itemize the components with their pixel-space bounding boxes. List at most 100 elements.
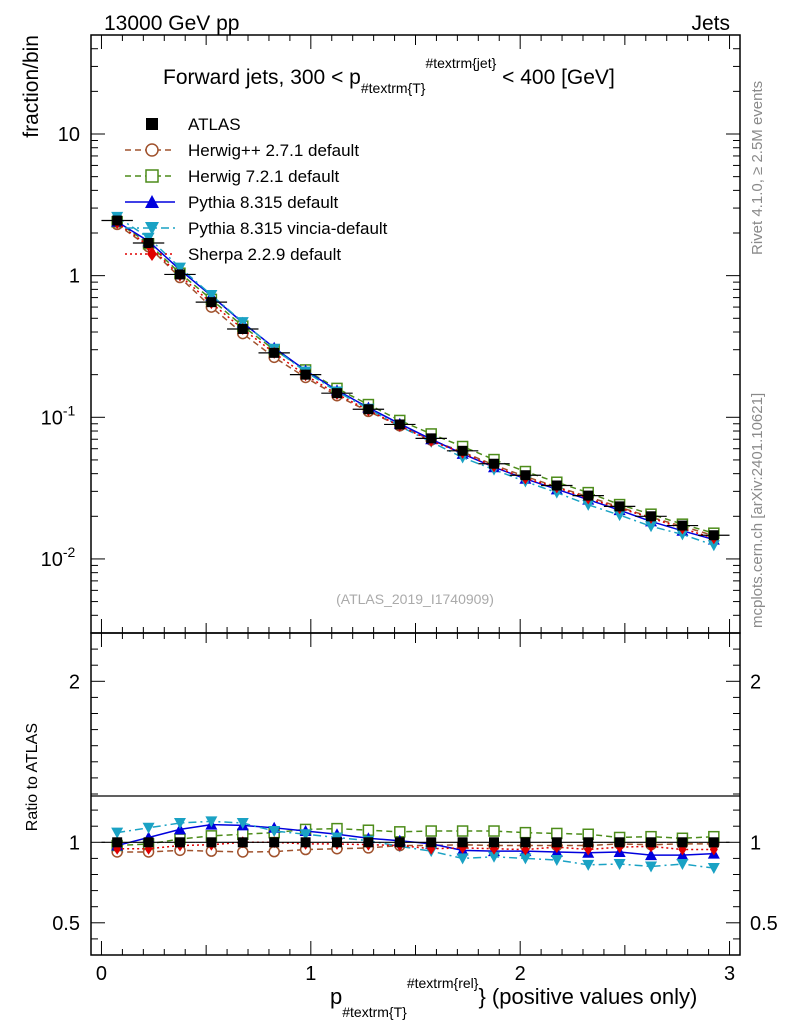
rivet-label: Rivet 4.1.0, ≥ 2.5M events <box>749 81 766 255</box>
data-point-ratio-atlas <box>206 837 217 848</box>
data-point-ratio-herwig-7-2-1-default <box>519 826 532 839</box>
title-sup: #textrm{jet} <box>425 55 496 71</box>
series-main-atlas <box>101 215 730 541</box>
y-tick-label-ratio-left: 2 <box>69 671 80 693</box>
data-point-main-atlas <box>489 458 500 469</box>
data-point-main-pythia-8-315-vincia-default <box>173 262 186 274</box>
y-tick-label-ratio-left: 0.5 <box>52 913 80 935</box>
y-tick-label-ratio-right: 0.5 <box>750 913 778 935</box>
y-tick-label-top: 10 <box>58 124 80 146</box>
header-category: Jets <box>691 12 730 35</box>
data-point-main-atlas <box>112 215 123 226</box>
xlabel-suffix: } (positive values only) <box>478 984 697 1009</box>
series-line-main-herwig-2-7-1-default <box>116 223 715 537</box>
series-line-main-sherpa-2-2-9-default <box>116 222 715 539</box>
data-point-ratio-atlas <box>143 837 154 848</box>
x-axis-label: p#textrm{T}#textrm{rel}} (positive value… <box>330 975 697 1020</box>
xlabel-sub: #textrm{T} <box>342 1004 407 1020</box>
mcplots-label: mcplots.cern.ch [arXiv:2401.10621] <box>749 393 766 628</box>
title-sub: #textrm{T} <box>361 80 426 96</box>
data-point-ratio-pythia-8-315-vincia-default <box>550 855 563 867</box>
x-tick-label: 3 <box>724 963 735 985</box>
data-point-main-atlas <box>363 404 374 415</box>
legend: ATLAS Herwig++ 2.7.1 default Herwig 7.2.1 … <box>125 115 388 264</box>
legend-label: Sherpa 2.2.9 default <box>188 245 341 264</box>
data-point-main-pythia-8-315-vincia-default <box>645 521 658 533</box>
data-point-ratio-pythia-8-315-vincia-default <box>142 822 155 834</box>
series-line-main-herwig-7-2-1-default <box>116 221 715 534</box>
legend-marker <box>147 247 157 261</box>
data-point-ratio-atlas <box>112 837 123 848</box>
data-point-main-atlas <box>331 388 342 399</box>
y-tick-base: 10 <box>41 407 63 429</box>
legend-entry-pythia-8-315-default: Pythia 8.315 default <box>125 193 339 212</box>
y-tick-label-top: 1 <box>69 266 80 288</box>
y-tick-label-ratio-right: 1 <box>750 832 761 854</box>
series-main-sherpa-2-2-9-default <box>113 217 718 545</box>
data-point-main-atlas <box>143 238 154 249</box>
data-point-ratio-herwig-7-2-1-default <box>488 825 500 837</box>
data-point-ratio-atlas <box>174 837 185 848</box>
axis-ticks <box>91 34 740 955</box>
data-point-ratio-pythia-8-315-vincia-default <box>111 827 124 839</box>
legend-entry-herwig-2-7-1-default: Herwig++ 2.7.1 default <box>125 141 359 160</box>
data-point-ratio-atlas <box>426 837 437 848</box>
series-main-pythia-8-315-default <box>111 215 720 545</box>
data-point-ratio-atlas <box>520 837 531 848</box>
legend-entry-herwig-7-2-1-default: Herwig 7.2.1 default <box>125 167 339 186</box>
y-tick-label-ratio-left: 1 <box>69 832 80 854</box>
data-point-ratio-herwig-7-2-1-default <box>425 825 437 837</box>
data-point-main-pythia-8-315-vincia-default <box>707 540 720 552</box>
data-point-ratio-atlas <box>269 837 280 848</box>
data-point-ratio-atlas <box>614 837 625 848</box>
series-ratio-pythia-8-315-default <box>111 818 720 861</box>
y-tick-exponent: -1 <box>63 402 76 418</box>
y-tick-label-ratio-right: 2 <box>750 671 761 693</box>
data-point-ratio-atlas <box>646 837 657 848</box>
data-point-ratio-pythia-8-315-vincia-default <box>676 859 689 871</box>
legend-marker <box>145 143 159 157</box>
data-point-ratio-atlas <box>300 837 311 848</box>
data-point-ratio-herwig-7-2-1-default <box>551 827 563 840</box>
data-point-main-pythia-8-315-vincia-default <box>205 290 218 302</box>
data-point-main-atlas <box>426 433 437 444</box>
y-axis-label-top: fraction/bin <box>20 35 43 138</box>
main-series <box>101 211 730 552</box>
data-point-ratio-atlas <box>677 837 688 848</box>
data-point-ratio-pythia-8-315-default <box>645 849 658 861</box>
x-tick-label: 1 <box>305 963 316 985</box>
data-point-main-atlas <box>614 501 625 512</box>
y-tick-label-top: 10-2 <box>41 544 76 571</box>
data-point-ratio-atlas <box>457 837 468 848</box>
legend-marker <box>145 169 159 183</box>
data-point-main-pythia-8-315-vincia-default <box>613 510 626 522</box>
legend-label: ATLAS <box>188 115 241 134</box>
data-point-main-atlas <box>646 511 657 522</box>
ratio-series <box>101 816 730 875</box>
data-point-main-atlas <box>206 297 217 308</box>
xlabel-base: p <box>330 984 342 1009</box>
data-point-main-atlas <box>551 480 562 491</box>
legend-entry-pythia-8-315-vincia-default: Pythia 8.315 vincia-default <box>125 219 388 238</box>
data-point-main-pythia-8-315-vincia-default <box>236 317 249 329</box>
data-point-ratio-atlas <box>237 837 248 848</box>
data-point-main-pythia-8-315-vincia-default <box>582 499 595 511</box>
legend-marker <box>145 222 159 235</box>
legend-entry-sherpa-2-2-9-default: Sherpa 2.2.9 default <box>125 245 341 264</box>
header-energy: 13000 GeV pp <box>104 12 239 35</box>
data-point-ratio-pythia-8-315-vincia-default <box>299 829 312 841</box>
data-point-main-atlas <box>237 324 248 335</box>
data-point-ratio-atlas <box>583 837 594 848</box>
series-line-main-pythia-8-315-default <box>116 221 715 541</box>
y-tick-label-top: 10-1 <box>41 402 76 429</box>
data-point-main-atlas <box>174 269 185 280</box>
data-point-ratio-pythia-8-315-vincia-default <box>205 816 218 828</box>
data-point-main-atlas <box>583 490 594 501</box>
data-point-ratio-pythia-8-315-vincia-default <box>173 817 186 829</box>
data-point-main-atlas <box>300 369 311 380</box>
data-point-main-atlas <box>677 520 688 531</box>
data-point-ratio-herwig-7-2-1-default <box>456 825 469 837</box>
data-point-ratio-atlas <box>708 837 719 848</box>
